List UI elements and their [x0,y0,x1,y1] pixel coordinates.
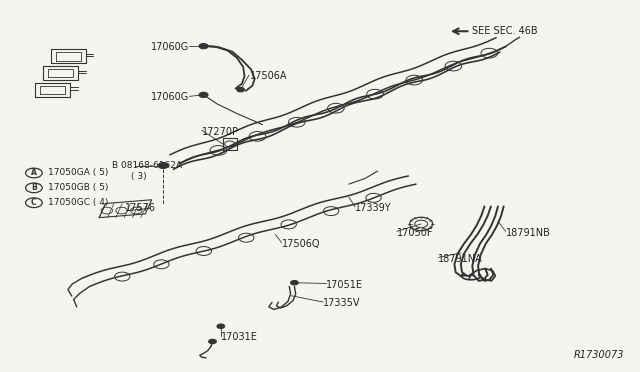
Text: 17051E: 17051E [326,280,364,289]
Text: 17050GB ( 5): 17050GB ( 5) [48,183,108,192]
Text: SEE SEC. 46B: SEE SEC. 46B [472,26,538,36]
Text: 17335V: 17335V [323,298,361,308]
Circle shape [199,92,208,97]
Text: 18791NA: 18791NA [438,254,483,263]
Circle shape [158,163,168,169]
Circle shape [217,324,225,328]
Text: ( 3): ( 3) [131,172,147,181]
Text: R1730073: R1730073 [573,350,624,360]
Circle shape [209,339,216,344]
Text: 17050GA ( 5): 17050GA ( 5) [48,169,108,177]
Text: 17270P: 17270P [202,127,239,137]
Text: 18791NB: 18791NB [506,228,550,237]
Text: 17060G: 17060G [150,42,189,51]
Circle shape [291,280,298,285]
Text: 17050GC ( 4): 17050GC ( 4) [48,198,108,207]
Text: 17506A: 17506A [250,71,287,81]
Text: 17576: 17576 [125,203,156,213]
Circle shape [199,44,208,49]
Text: 17050F: 17050F [397,228,433,237]
Text: C: C [31,198,36,207]
Text: B: B [31,183,36,192]
Text: A: A [31,169,37,177]
Text: 17031E: 17031E [221,332,258,341]
Text: 17506Q: 17506Q [282,239,320,248]
Text: 17060G: 17060G [150,92,189,102]
Circle shape [237,87,244,92]
Text: 17339Y: 17339Y [355,203,392,213]
Text: B 08168-6162A: B 08168-6162A [112,161,182,170]
